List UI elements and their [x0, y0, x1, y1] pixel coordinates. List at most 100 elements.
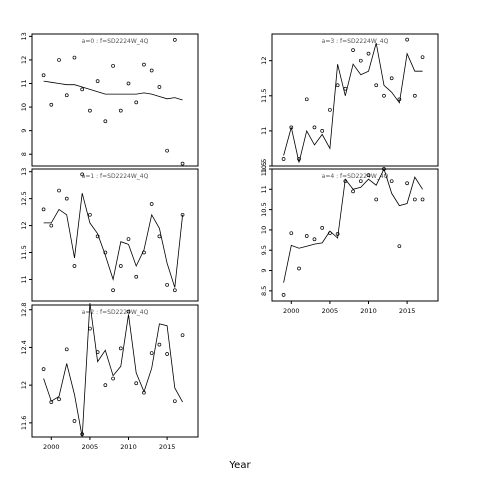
data-point: [149, 351, 154, 355]
y-tick-label: 10: [260, 226, 268, 234]
data-point: [405, 181, 409, 186]
data-point: [80, 172, 85, 177]
data-point: [405, 37, 409, 42]
data-point: [49, 102, 54, 107]
x-tick-label: 2005: [322, 307, 339, 315]
data-point: [172, 288, 177, 293]
data-point: [366, 51, 371, 56]
data-point: [165, 282, 169, 287]
x-tick-label: 2000: [283, 307, 300, 315]
y-tick-label: 10: [20, 103, 28, 111]
x-tick-label: 2005: [82, 443, 99, 451]
data-point: [358, 58, 363, 63]
data-point: [289, 231, 294, 236]
x-tick-label: 2000: [43, 443, 60, 451]
data-point: [328, 231, 332, 236]
data-point: [358, 179, 363, 184]
data-point: [320, 226, 325, 230]
data-point: [172, 399, 177, 404]
data-point: [397, 244, 402, 249]
data-point: [72, 264, 77, 268]
y-tick-label: 8.5: [260, 286, 268, 296]
panel-frame: [31, 33, 199, 167]
panel-2: a=2 : f=SD2224W_4Q 11.6 12 12.4 12.8 2000 2005…: [20, 302, 199, 451]
data-point: [281, 293, 286, 297]
data-point: [281, 157, 286, 161]
panel-frame: [271, 33, 439, 167]
fitted-line: [43, 193, 183, 288]
data-point: [180, 161, 185, 166]
data-point: [88, 212, 92, 217]
x-axis-label: Year: [229, 460, 251, 471]
data-point: [312, 125, 317, 130]
data-point: [134, 274, 139, 279]
panel-frame: [31, 304, 199, 438]
y-tick-label: 11.5: [260, 162, 268, 176]
y-tick-label: 11.5: [20, 245, 28, 259]
fitted-line: [43, 80, 183, 101]
data-point: [118, 346, 123, 351]
data-point: [41, 73, 46, 78]
data-point: [157, 342, 162, 347]
data-point: [289, 125, 294, 130]
data-point: [382, 167, 386, 171]
y-tick-label: 11: [20, 79, 28, 87]
data-point: [142, 250, 146, 255]
y-tick-label: 10.5: [260, 159, 268, 173]
panel-strip-label: a=4 : f=SD2224W_4Q: [322, 173, 389, 180]
data-point: [111, 376, 115, 381]
data-point: [304, 97, 309, 102]
data-point: [57, 188, 61, 193]
y-tick-label: 12.5: [20, 191, 28, 205]
data-point: [64, 93, 69, 98]
panel-4: a=4 : f=SD2224W_4Q 8.5 9 9.5 10 10.5 11 11.5 200…: [260, 162, 439, 315]
x-tick-label: 2010: [120, 443, 137, 451]
data-point: [118, 264, 123, 268]
data-point: [343, 179, 348, 184]
panel-0: a=0 : f=SD2224W_4Q 8 9 10 11 12 13: [20, 32, 199, 167]
y-tick-label: 13: [20, 32, 28, 40]
data-point: [157, 234, 162, 239]
data-point: [72, 419, 77, 423]
data-point: [320, 129, 325, 133]
x-tick-label: 2010: [360, 307, 377, 315]
data-point: [297, 157, 301, 161]
data-point: [49, 400, 54, 404]
panel-strip-label: a=0 : f=SD2224W_4Q: [82, 38, 149, 45]
y-tick-label: 10.5: [260, 202, 268, 216]
data-point: [328, 107, 332, 112]
y-tick-label: 11: [260, 185, 268, 193]
x-tick-label: 2015: [399, 307, 416, 315]
data-point: [72, 55, 77, 60]
fitted-line: [283, 42, 423, 163]
panel-frame: [271, 168, 439, 302]
data-point: [41, 367, 46, 371]
data-point: [420, 197, 425, 202]
data-point: [64, 196, 69, 201]
y-tick-label: 12: [260, 57, 268, 65]
data-point: [88, 326, 92, 331]
y-tick-label: 9: [20, 129, 28, 133]
data-point: [351, 189, 355, 194]
data-point: [80, 87, 85, 92]
data-point: [126, 309, 131, 314]
y-tick-label: 8: [20, 152, 28, 156]
data-point: [343, 86, 348, 91]
data-point: [335, 232, 340, 236]
fitted-line: [43, 303, 183, 438]
data-point: [126, 237, 131, 241]
data-point: [180, 212, 185, 217]
y-tick-label: 13: [20, 168, 28, 176]
data-point: [118, 108, 123, 113]
y-tick-label: 12: [20, 381, 28, 389]
panel-strip-label: a=2 : f=SD2224W_4Q: [82, 309, 149, 316]
fitted-line: [283, 167, 423, 283]
data-point: [149, 202, 154, 206]
y-tick-label: 12: [20, 221, 28, 229]
data-point: [41, 207, 46, 212]
data-point: [142, 390, 146, 395]
data-point: [382, 93, 386, 98]
y-tick-label: 11: [20, 275, 28, 283]
data-point: [172, 38, 177, 42]
